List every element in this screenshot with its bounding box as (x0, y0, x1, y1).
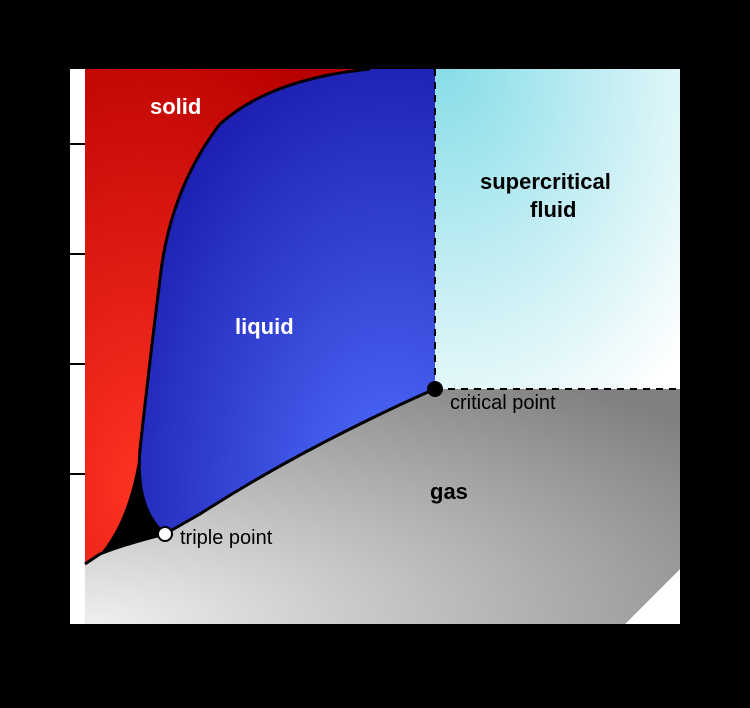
supercritical-region (435, 69, 680, 389)
supercritical-label-line2: fluid (530, 197, 576, 222)
triple-point-label: triple point (180, 527, 273, 549)
critical-point-label: critical point (450, 392, 556, 414)
solid-label: solid (150, 94, 201, 119)
phase-diagram-svg: solid liquid supercritical fluid gas tri… (70, 69, 680, 639)
liquid-label: liquid (235, 314, 294, 339)
y-axis-strip (70, 69, 85, 624)
gas-label: gas (430, 479, 468, 504)
phase-diagram: solid liquid supercritical fluid gas tri… (70, 69, 680, 639)
supercritical-label-line1: supercritical (480, 169, 611, 194)
critical-point-marker (428, 382, 442, 396)
triple-point-marker (158, 527, 172, 541)
